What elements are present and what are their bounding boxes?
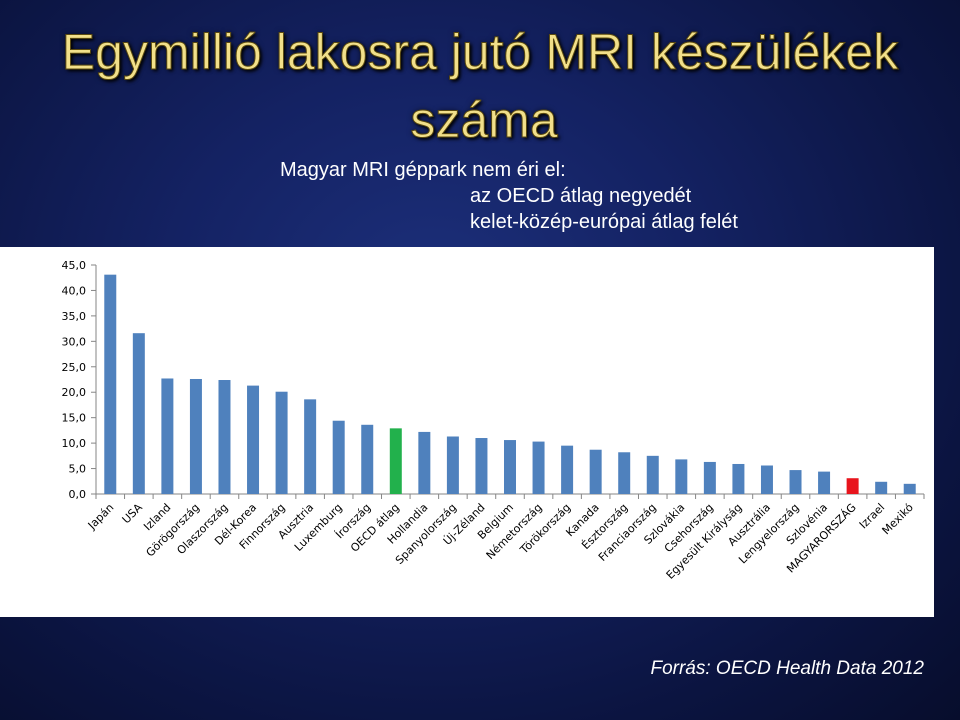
x-tick-label: Mexikó <box>880 501 916 537</box>
bar-chart: 0,0 5,0 10,0 15,0 20,0 25,0 30,0 35,0 40,0 45,0 Ja… <box>62 259 925 582</box>
page-title-line-1: Egymillió lakosra jutó MRI készülékek <box>61 24 899 81</box>
bar-25 <box>789 470 802 494</box>
bar-3 <box>161 378 174 494</box>
bar-6 <box>247 385 260 494</box>
bar-19 <box>618 452 631 494</box>
bar-24 <box>760 465 773 494</box>
bar-16 <box>532 441 545 494</box>
bar-18 <box>589 449 602 494</box>
source-note: Forrás: OECD Health Data 2012 <box>650 658 924 679</box>
y-tick-label: 25,0 <box>62 361 87 374</box>
y-tick-label: 35,0 <box>62 310 87 323</box>
y-tick-label: 45,0 <box>62 259 87 272</box>
bar-21 <box>675 459 688 494</box>
bar-22 <box>703 461 716 494</box>
y-tick-label: 10,0 <box>62 437 87 450</box>
y-tick-label: 30,0 <box>62 335 87 348</box>
bar-23 <box>732 463 745 494</box>
y-tick-label: 20,0 <box>62 386 87 399</box>
bar-26 <box>818 471 831 494</box>
bar-15 <box>504 440 516 494</box>
bar-9 <box>332 420 345 494</box>
bar-4 <box>189 378 202 494</box>
bar-5 <box>218 380 231 494</box>
bar-1 <box>104 274 117 494</box>
bar-17 <box>561 445 574 494</box>
bar-10 <box>361 424 374 494</box>
bar-7 <box>275 391 288 494</box>
subtitle-line-3: kelet-közép-európai átlag felét <box>470 211 738 233</box>
bar-8 <box>304 399 317 494</box>
bar-12 <box>418 431 431 494</box>
bar-2 <box>132 333 145 494</box>
subtitle-line-2: az OECD átlag negyedét <box>470 185 692 207</box>
bar-14 <box>475 438 488 494</box>
y-tick-label: 40,0 <box>62 284 87 297</box>
bar-27 <box>846 478 859 494</box>
bar-28 <box>875 481 888 494</box>
y-tick-label: 0,0 <box>69 488 87 501</box>
y-tick-label: 5,0 <box>69 463 87 476</box>
chart-panel: 0,0 5,0 10,0 15,0 20,0 25,0 30,0 35,0 40,0 45,0 Ja… <box>0 247 934 617</box>
bar-20 <box>646 455 659 494</box>
x-tick-label: Japán <box>85 501 117 533</box>
y-tick-label: 15,0 <box>62 412 87 425</box>
subtitle-line-1: Magyar MRI géppark nem éri el: <box>280 159 566 181</box>
bar-13 <box>446 436 459 494</box>
bar-11 <box>389 428 402 494</box>
bar-29 <box>903 483 916 494</box>
page-title-line-2: száma <box>410 92 558 149</box>
x-tick-label: USA <box>120 501 146 527</box>
